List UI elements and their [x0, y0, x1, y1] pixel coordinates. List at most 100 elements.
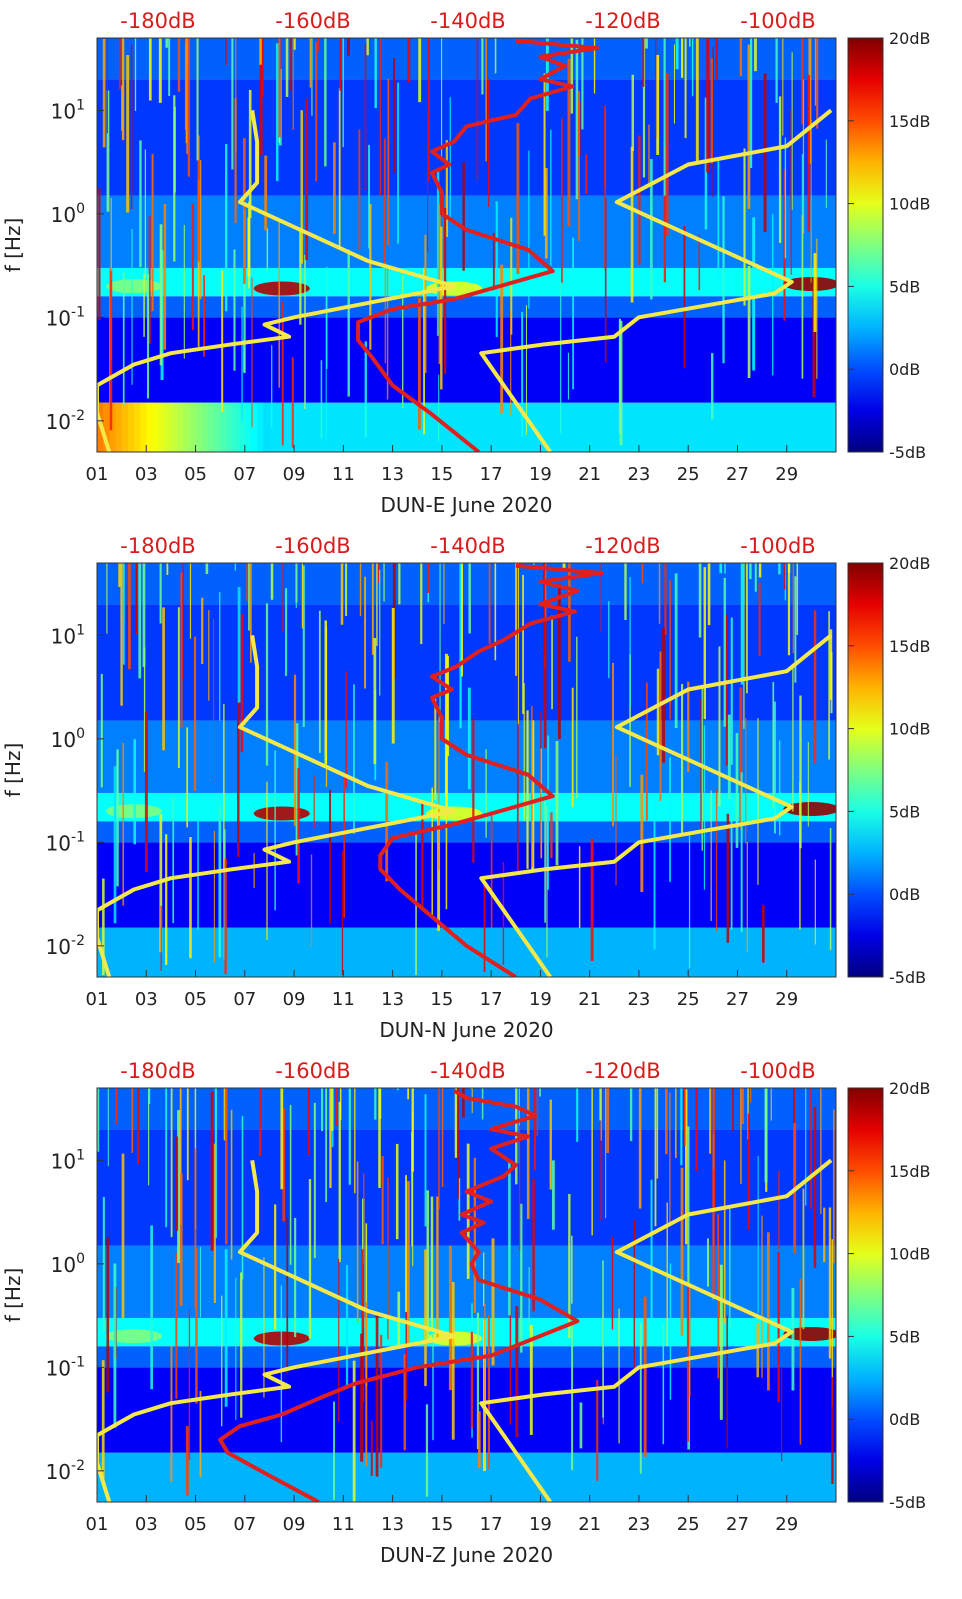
heatmap-streak: [741, 1088, 745, 1125]
heatmap-cell: [189, 402, 197, 452]
heatmap-streak: [396, 1088, 399, 1091]
heatmap-streak: [680, 1088, 683, 1166]
heatmap-streak: [100, 673, 103, 788]
heatmap-streak: [695, 1088, 698, 1171]
heatmap-streak: [425, 1404, 429, 1497]
heatmap-streak: [533, 1088, 537, 1171]
heatmap-streak: [230, 1109, 233, 1260]
heatmap-streak: [528, 150, 530, 309]
heatmap-streak: [387, 78, 390, 246]
x-tick-label: 29: [775, 1514, 798, 1535]
heatmap-streak: [97, 1088, 100, 1152]
x-tick-label: 17: [480, 464, 503, 485]
heatmap-streak: [656, 54, 660, 155]
heatmap-streak: [339, 38, 342, 91]
heatmap-streak: [716, 789, 718, 931]
heatmap-streak: [775, 38, 778, 103]
heatmap-streak: [758, 563, 762, 578]
heatmap-streak: [710, 58, 713, 164]
heatmap-streak: [683, 225, 686, 369]
heatmap-streak: [719, 1264, 723, 1420]
heatmap-streak: [445, 140, 448, 237]
heatmap-streak: [674, 1088, 677, 1159]
heatmap-streak: [654, 1088, 657, 1227]
heatmap-streak: [523, 683, 525, 821]
heatmap-streak: [562, 563, 566, 570]
heatmap-streak: [439, 563, 441, 723]
heatmap-streak: [831, 1239, 834, 1407]
heatmap-streak: [659, 651, 662, 801]
heatmap-streak: [454, 1088, 458, 1158]
heatmap-streak: [266, 781, 268, 941]
heatmap-streak: [706, 38, 710, 173]
heatmap-streak: [717, 159, 720, 281]
noise-model-low-line: [97, 634, 457, 977]
heatmap-streak: [490, 811, 493, 928]
heatmap-streak: [642, 38, 646, 178]
heatmap-streak: [606, 1088, 610, 1154]
heatmap-streak: [208, 610, 210, 701]
heatmap-streak: [604, 198, 607, 363]
heatmap-band: [97, 38, 836, 80]
heatmap-streak: [567, 352, 570, 400]
heatmap-streak: [248, 201, 250, 289]
heatmap-streak: [624, 563, 627, 620]
top-db-label: -120dB: [585, 9, 660, 33]
heatmap-cell: [170, 402, 178, 452]
heatmap-streak: [495, 201, 498, 337]
heatmap-streak: [650, 159, 653, 300]
heatmap-band: [97, 1088, 836, 1130]
heatmap-streak: [663, 38, 666, 196]
heatmap-streak: [120, 563, 123, 706]
heatmap-streak: [438, 707, 440, 870]
x-tick-label: 15: [430, 464, 453, 485]
plot-frame: [96, 1087, 837, 1503]
heatmap-streak: [732, 1088, 734, 1132]
heatmap-streak: [767, 1232, 770, 1391]
x-tick-label: 03: [135, 464, 158, 485]
colorbar-tick-label: 15dB: [889, 1162, 931, 1181]
heatmap-streak: [746, 841, 748, 952]
heatmap-streak: [593, 38, 596, 94]
heatmap-streak: [424, 1094, 427, 1227]
heatmap-streak: [271, 345, 273, 429]
x-tick-label: 21: [578, 1514, 601, 1535]
heatmap-cell: [109, 402, 116, 452]
heatmap-streak: [398, 563, 401, 605]
top-db-label: -180dB: [120, 534, 195, 558]
heatmap-streak: [106, 38, 109, 134]
heatmap-streak: [596, 1379, 599, 1481]
heatmap-streak: [663, 146, 667, 283]
heatmap-streak: [361, 1249, 365, 1404]
heatmap-streak: [440, 38, 443, 157]
y-tick-label: 10-2: [46, 933, 85, 959]
heatmap-streak: [747, 1113, 750, 1230]
heatmap-streak: [701, 688, 703, 851]
heatmap-streak: [184, 38, 187, 130]
heatmap-cell: [238, 402, 246, 452]
heatmap-streak: [576, 1088, 579, 1142]
heatmap-streak: [629, 1088, 633, 1142]
heatmap-streak: [379, 38, 381, 196]
heatmap-streak: [468, 563, 471, 634]
heatmap-streak: [188, 1309, 191, 1461]
heatmap-streak: [313, 1102, 316, 1259]
heatmap-streak: [182, 563, 184, 680]
heatmap-streak: [472, 718, 475, 863]
heatmap-streak: [329, 1088, 332, 1188]
heatmap-cell: [195, 402, 203, 452]
heatmap-streak: [799, 695, 802, 849]
heatmap-streak: [386, 267, 389, 400]
heatmap-streak: [143, 273, 145, 337]
heatmap-streak: [656, 668, 660, 756]
heatmap-streak: [473, 1157, 476, 1313]
heatmap-streak: [333, 142, 336, 234]
heatmap-band: [97, 821, 836, 843]
heatmap-streak: [440, 226, 443, 390]
heatmap-streak: [681, 38, 684, 78]
heatmap-streak: [488, 563, 491, 644]
heatmap-streak: [757, 1155, 759, 1314]
heatmap-streak: [225, 143, 228, 312]
heatmap-streak: [778, 1171, 780, 1250]
heatmap-streak: [515, 563, 518, 676]
